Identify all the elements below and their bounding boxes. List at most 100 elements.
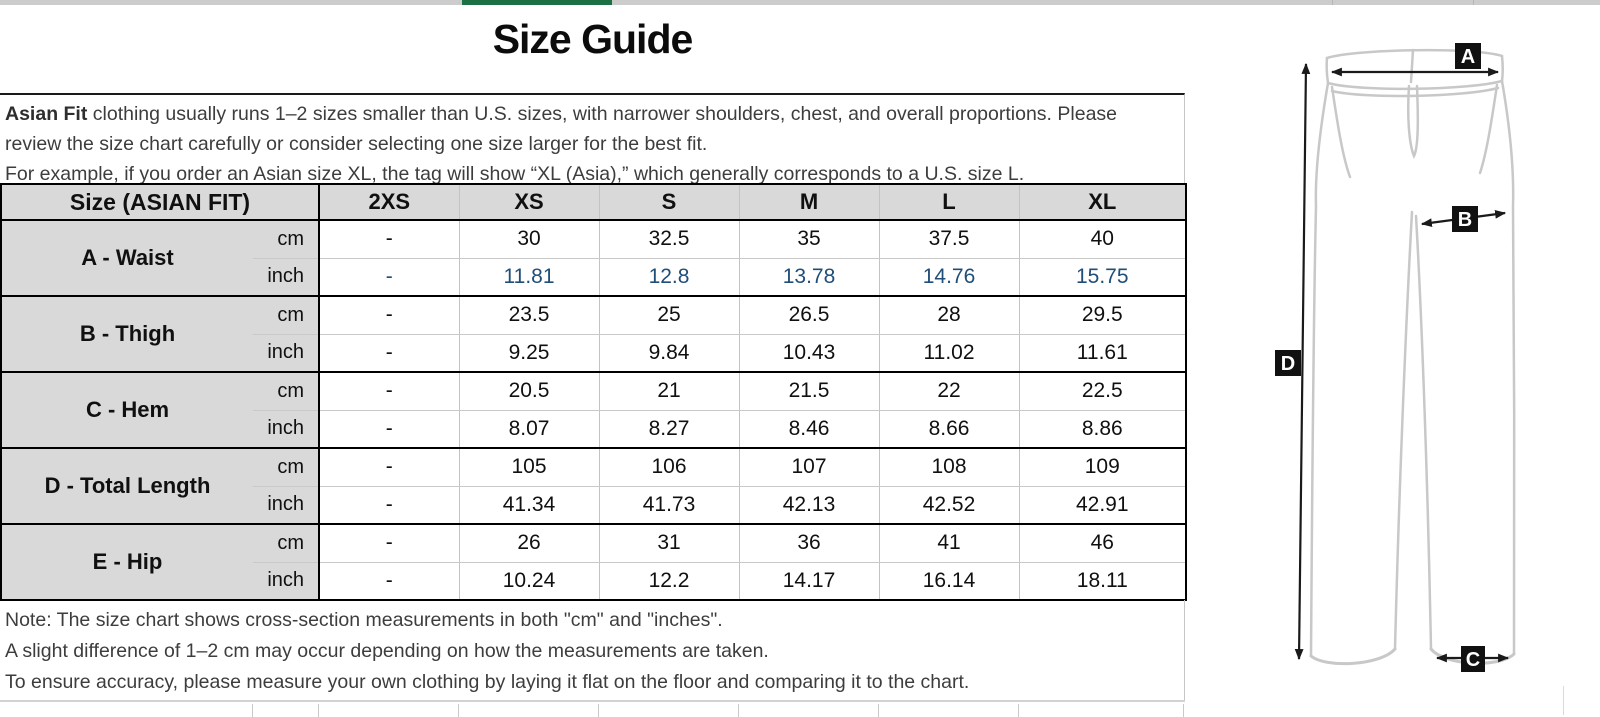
value-cell: 10.43	[738, 334, 880, 373]
value-cell: 109	[1018, 448, 1187, 487]
value-cell: -	[318, 562, 460, 601]
page-title: Size Guide	[492, 16, 694, 62]
value-cell: 107	[738, 448, 880, 487]
value-cell: 22.5	[1018, 372, 1187, 411]
size-column-header: M	[738, 184, 880, 221]
value-cell: 12.8	[598, 258, 740, 297]
measure-label: E - Hip	[1, 524, 253, 601]
value-cell: -	[318, 258, 460, 297]
column-divider	[1473, 0, 1474, 5]
value-cell: 8.66	[878, 410, 1020, 449]
value-cell: 46	[1018, 524, 1187, 563]
measure-label: A - Waist	[1, 220, 253, 297]
intro-body-text: clothing usually runs 1–2 sizes smaller …	[5, 103, 1118, 155]
note-line: To ensure accuracy, please measure your …	[5, 671, 970, 693]
size-column-header: S	[598, 184, 740, 221]
size-table: Size (ASIAN FIT) 2XS XS S M L XL A - Waist cm -…	[0, 183, 1188, 601]
unit-label-cm: cm	[253, 372, 321, 411]
value-cell: -	[318, 410, 460, 449]
value-cell: 8.46	[738, 410, 880, 449]
size-column-header: XS	[458, 184, 600, 221]
unit-label-inch: inch	[253, 486, 321, 525]
measure-label: B - Thigh	[1, 296, 253, 373]
value-cell: 105	[458, 448, 600, 487]
value-cell: 41.73	[598, 486, 740, 525]
grid-line	[598, 704, 599, 717]
measure-label: D - Total Length	[1, 448, 253, 525]
unit-label-inch: inch	[253, 334, 321, 373]
value-cell: -	[318, 372, 460, 411]
label-b-box	[1452, 206, 1478, 232]
note-line: Note: The size chart shows cross-section…	[5, 609, 723, 631]
value-cell: 28	[878, 296, 1020, 335]
grid-line	[878, 704, 879, 717]
measure-label: C - Hem	[1, 372, 253, 449]
label-a: A	[1455, 43, 1481, 69]
value-cell: 21	[598, 372, 740, 411]
value-cell: 36	[738, 524, 880, 563]
value-cell: 26.5	[738, 296, 880, 335]
unit-label-cm: cm	[253, 220, 321, 259]
value-cell: -	[318, 448, 460, 487]
value-cell: -	[318, 220, 460, 259]
grid-line	[1563, 686, 1564, 715]
size-column-header: 2XS	[318, 184, 460, 221]
value-cell: 11.61	[1018, 334, 1187, 373]
value-cell: 8.86	[1018, 410, 1187, 449]
intro-paragraph: Asian Fit clothing usually runs 1–2 size…	[5, 99, 1158, 159]
value-cell: 8.07	[458, 410, 600, 449]
value-cell: 14.76	[878, 258, 1020, 297]
unit-label-cm: cm	[253, 524, 321, 563]
notes-box: Note: The size chart shows cross-section…	[0, 600, 1185, 700]
value-cell: 108	[878, 448, 1020, 487]
value-cell: 32.5	[598, 220, 740, 259]
unit-label-inch: inch	[253, 562, 321, 601]
column-divider	[1332, 0, 1333, 5]
empty-sheet-row	[0, 700, 1185, 717]
unit-label-inch: inch	[253, 410, 321, 449]
value-cell: 13.78	[738, 258, 880, 297]
value-cell: 106	[598, 448, 740, 487]
value-cell: 41.34	[458, 486, 600, 525]
measure-arrow-length	[1294, 62, 1311, 661]
pants-diagram: A B C D	[1275, 43, 1516, 672]
value-cell: 42.91	[1018, 486, 1187, 525]
table-header-size-label: Size (ASIAN FIT)	[1, 184, 321, 221]
value-cell: 8.27	[598, 410, 740, 449]
pants-outline	[1309, 48, 1516, 666]
value-cell: 23.5	[458, 296, 600, 335]
value-cell: 29.5	[1018, 296, 1187, 335]
value-cell: -	[318, 334, 460, 373]
value-cell: 31	[598, 524, 740, 563]
size-column-header: L	[878, 184, 1020, 221]
grid-line	[1183, 704, 1184, 717]
grid-line	[318, 704, 319, 717]
value-cell: -	[318, 524, 460, 563]
label-d-box	[1275, 350, 1301, 376]
unit-label-cm: cm	[253, 448, 321, 487]
intro-example-text: For example, if you order an Asian size …	[5, 163, 1025, 185]
label-c-text: C	[1466, 649, 1480, 671]
value-cell: 42.13	[738, 486, 880, 525]
intro-box: Asian Fit clothing usually runs 1–2 size…	[0, 93, 1185, 185]
label-c-box	[1461, 646, 1485, 672]
value-cell: 10.24	[458, 562, 600, 601]
label-b: B	[1452, 206, 1478, 232]
value-cell: 20.5	[458, 372, 600, 411]
table-header-row: Size (ASIAN FIT) 2XS XS S M L XL	[1, 184, 1187, 221]
grid-line	[458, 704, 459, 717]
value-cell: 40	[1018, 220, 1187, 259]
value-cell: 22	[878, 372, 1020, 411]
value-cell: 26	[458, 524, 600, 563]
value-cell: -	[318, 296, 460, 335]
value-cell: 16.14	[878, 562, 1020, 601]
intro-lead: Asian Fit	[5, 103, 88, 125]
value-cell: 37.5	[878, 220, 1020, 259]
value-cell: 21.5	[738, 372, 880, 411]
note-line: A slight difference of 1–2 cm may occur …	[5, 640, 769, 662]
value-cell: 9.25	[458, 334, 600, 373]
value-cell: 9.84	[598, 334, 740, 373]
value-cell: 42.52	[878, 486, 1020, 525]
table-body: A - Waist cm -30 32.5 35 37.5 40 inch -11.81 12.8…	[1, 220, 1187, 601]
sheet-top-bar	[0, 0, 1600, 5]
